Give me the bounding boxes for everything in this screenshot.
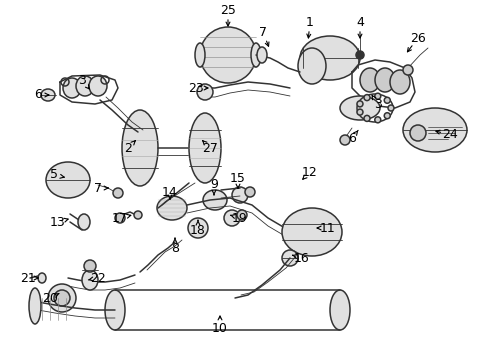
Text: 19: 19 — [232, 211, 247, 225]
Ellipse shape — [387, 105, 393, 111]
Ellipse shape — [189, 113, 221, 183]
Text: 23: 23 — [188, 81, 203, 94]
Ellipse shape — [76, 76, 94, 96]
Ellipse shape — [187, 218, 207, 238]
Ellipse shape — [257, 47, 266, 63]
Ellipse shape — [122, 110, 158, 186]
Text: 18: 18 — [190, 224, 205, 237]
Text: 24: 24 — [441, 129, 457, 141]
Text: 11: 11 — [320, 221, 335, 234]
Ellipse shape — [134, 211, 142, 219]
Ellipse shape — [282, 208, 341, 256]
Ellipse shape — [203, 190, 226, 210]
Text: 21: 21 — [20, 271, 36, 284]
Ellipse shape — [197, 84, 213, 100]
Text: 4: 4 — [355, 15, 363, 28]
Ellipse shape — [48, 284, 76, 312]
Ellipse shape — [250, 43, 261, 67]
Ellipse shape — [310, 211, 320, 221]
Text: 1: 1 — [305, 15, 313, 28]
Text: 14: 14 — [162, 185, 178, 198]
Ellipse shape — [374, 117, 380, 123]
Ellipse shape — [41, 89, 55, 101]
Ellipse shape — [237, 210, 246, 220]
Text: 6: 6 — [34, 89, 42, 102]
Ellipse shape — [38, 273, 46, 283]
Ellipse shape — [384, 113, 389, 119]
Ellipse shape — [29, 288, 41, 324]
Ellipse shape — [89, 76, 107, 96]
Ellipse shape — [339, 135, 349, 145]
Ellipse shape — [82, 270, 98, 290]
Ellipse shape — [409, 125, 425, 141]
Text: 3: 3 — [373, 99, 381, 112]
Text: 2: 2 — [124, 141, 132, 154]
Ellipse shape — [363, 116, 369, 121]
Text: 9: 9 — [210, 179, 218, 192]
Ellipse shape — [78, 214, 90, 230]
Text: 12: 12 — [302, 166, 317, 179]
Ellipse shape — [402, 65, 412, 75]
Ellipse shape — [244, 187, 254, 197]
Ellipse shape — [63, 78, 81, 98]
Text: 17: 17 — [112, 211, 128, 225]
Text: 26: 26 — [409, 31, 425, 45]
Ellipse shape — [157, 196, 186, 220]
Ellipse shape — [355, 51, 363, 59]
Text: 7: 7 — [94, 181, 102, 194]
Text: 22: 22 — [90, 271, 106, 284]
Ellipse shape — [374, 68, 394, 92]
Ellipse shape — [402, 108, 466, 152]
Ellipse shape — [299, 36, 359, 80]
Ellipse shape — [339, 96, 379, 120]
Ellipse shape — [282, 250, 297, 266]
Ellipse shape — [54, 290, 70, 306]
Text: 5: 5 — [50, 168, 58, 181]
Ellipse shape — [231, 187, 247, 203]
Text: 25: 25 — [220, 4, 235, 17]
Ellipse shape — [297, 48, 325, 84]
Text: 10: 10 — [212, 321, 227, 334]
Text: 6: 6 — [347, 131, 355, 144]
Ellipse shape — [84, 260, 96, 272]
Ellipse shape — [363, 95, 369, 100]
Text: 20: 20 — [42, 292, 58, 305]
Ellipse shape — [329, 290, 349, 330]
Text: 13: 13 — [50, 216, 66, 229]
Text: 8: 8 — [171, 242, 179, 255]
Ellipse shape — [389, 70, 409, 94]
Ellipse shape — [356, 101, 362, 107]
Ellipse shape — [374, 93, 380, 99]
Ellipse shape — [384, 97, 389, 103]
Text: 7: 7 — [259, 26, 266, 39]
Ellipse shape — [200, 27, 256, 83]
Text: 16: 16 — [293, 252, 309, 265]
Text: 3: 3 — [78, 73, 86, 86]
Ellipse shape — [224, 210, 240, 226]
Ellipse shape — [359, 68, 379, 92]
Text: 15: 15 — [229, 171, 245, 184]
Ellipse shape — [46, 162, 90, 198]
Ellipse shape — [195, 43, 204, 67]
Ellipse shape — [115, 213, 125, 223]
Ellipse shape — [105, 290, 125, 330]
Text: 27: 27 — [202, 141, 218, 154]
Ellipse shape — [113, 188, 123, 198]
Ellipse shape — [356, 109, 362, 115]
